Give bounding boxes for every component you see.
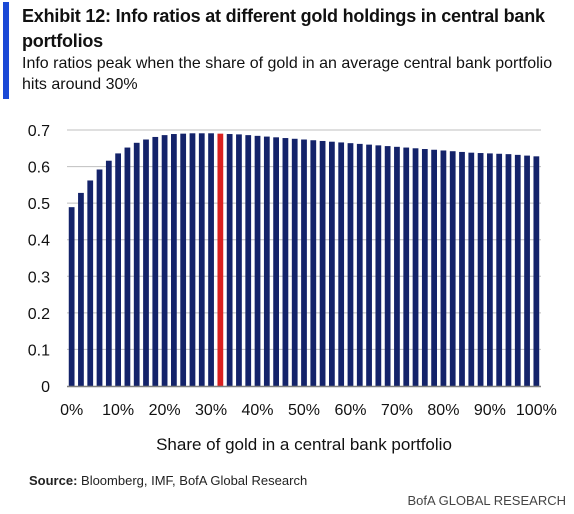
x-tick-label: 30% xyxy=(195,402,227,419)
bar xyxy=(421,149,428,386)
bar xyxy=(412,148,419,386)
x-tick-label: 50% xyxy=(288,402,320,419)
y-tick-label: 0.4 xyxy=(28,233,50,250)
bar xyxy=(96,169,103,386)
bar xyxy=(282,138,289,386)
bar xyxy=(505,154,512,386)
bar xyxy=(226,134,233,386)
chart-title: Exhibit 12: Info ratios at different gol… xyxy=(22,6,545,51)
bar xyxy=(338,142,345,386)
x-tick-label: 60% xyxy=(334,402,366,419)
bar xyxy=(133,142,140,386)
bar xyxy=(301,139,307,386)
y-tick-label: 0 xyxy=(41,379,50,396)
bar xyxy=(496,153,503,386)
bar xyxy=(68,207,75,386)
title-accent-bar xyxy=(3,2,9,99)
bar xyxy=(366,144,372,386)
bar xyxy=(356,143,363,386)
bar xyxy=(208,133,214,386)
brand-footer: BofA GLOBAL RESEARCH xyxy=(407,493,566,508)
bar xyxy=(105,160,112,386)
x-tick-label: 40% xyxy=(242,402,274,419)
bar xyxy=(459,151,465,386)
bar xyxy=(468,152,475,386)
bar xyxy=(514,154,521,386)
bar xyxy=(375,145,382,386)
bar xyxy=(263,136,270,386)
bar xyxy=(152,136,159,386)
bar xyxy=(254,135,261,386)
bar xyxy=(87,180,94,386)
bar xyxy=(487,153,493,386)
y-tick-label: 0.3 xyxy=(28,269,50,286)
bar xyxy=(347,143,354,386)
x-tick-label: 90% xyxy=(474,402,506,419)
bar xyxy=(273,137,279,386)
bar xyxy=(431,149,437,386)
bar xyxy=(124,147,131,386)
chart-subtitle: Info ratios peak when the share of gold … xyxy=(22,55,553,93)
x-axis-title: Share of gold in a central bank portfoli… xyxy=(156,435,452,454)
bar xyxy=(310,140,317,386)
bar xyxy=(78,192,84,386)
bar xyxy=(329,141,335,386)
bar xyxy=(524,155,530,386)
source-label: Source: xyxy=(29,473,78,488)
y-tick-label: 0.6 xyxy=(28,160,50,177)
highlight-bar xyxy=(217,133,224,386)
bar-chart: 0 0.1 0.2 0.3 0.4 0.5 0.6 0.7 0% 10% 20% 30% 40% 50% 6… xyxy=(28,123,557,454)
bar xyxy=(477,153,484,386)
bar xyxy=(171,134,177,386)
bar xyxy=(161,135,168,386)
bar xyxy=(533,156,540,386)
y-tick-label: 0.7 xyxy=(28,123,50,140)
bar xyxy=(189,133,196,386)
bar xyxy=(449,151,456,386)
bar xyxy=(143,139,149,386)
x-tick-label: 80% xyxy=(427,402,459,419)
bar xyxy=(198,133,205,386)
source-note: Source: Bloomberg, IMF, BofA Global Rese… xyxy=(29,473,307,488)
x-tick-label: 20% xyxy=(149,402,181,419)
bar xyxy=(236,134,242,386)
bar xyxy=(291,138,298,386)
bar xyxy=(319,140,326,386)
x-tick-label: 70% xyxy=(381,402,413,419)
bar xyxy=(394,146,400,386)
bar xyxy=(384,146,391,386)
x-tick-label: 100% xyxy=(516,402,557,419)
y-tick-label: 0.1 xyxy=(28,342,50,359)
x-tick-label: 10% xyxy=(102,402,134,419)
bar xyxy=(440,150,447,386)
x-tick-label: 0% xyxy=(60,402,83,419)
bar xyxy=(403,147,410,386)
bar xyxy=(245,135,252,386)
y-tick-label: 0.2 xyxy=(28,306,50,323)
source-text: Bloomberg, IMF, BofA Global Research xyxy=(77,473,308,488)
bar xyxy=(180,133,187,386)
bar xyxy=(115,153,121,386)
y-tick-label: 0.5 xyxy=(28,196,50,213)
